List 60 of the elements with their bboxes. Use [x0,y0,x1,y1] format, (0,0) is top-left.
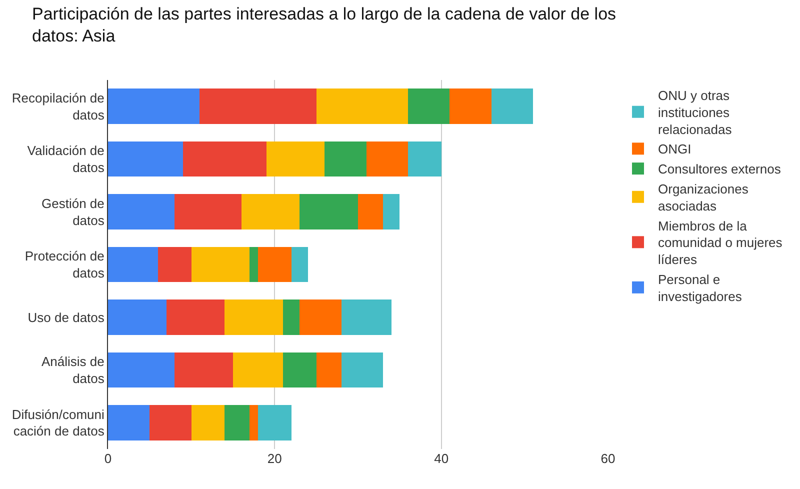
bar [250,246,258,282]
y-tick-label: Recopilación de datos [12,90,105,122]
y-tick-label: Uso de datos [28,310,105,325]
bar [224,404,250,440]
bar [341,352,383,388]
bar [108,141,183,177]
bar [158,246,192,282]
bar [108,88,200,124]
bar [224,300,283,335]
bar [183,141,266,177]
bar [241,194,300,230]
bar [300,300,342,335]
bar [383,194,400,230]
bar [233,352,283,388]
bar [358,194,383,230]
bar [150,404,192,440]
bar [174,352,233,388]
bar [283,300,300,335]
legend-label: Personal e investigadores [658,272,742,304]
bar [316,352,342,388]
y-tick-label: Gestión de datos [42,196,105,228]
bar [200,88,316,124]
legend-label: Consultores externos [658,162,782,177]
bar [266,141,325,177]
bar [258,246,292,282]
bar [324,141,366,177]
bar [491,88,533,124]
bar [450,88,492,124]
x-tick-label: 60 [600,451,616,466]
y-tick-label: Difusión/comunicación de datos [12,406,105,439]
bar [191,404,225,440]
bar [316,88,408,124]
bar [174,194,242,230]
bar [191,246,250,282]
bar [166,300,225,335]
bar [341,300,392,335]
x-tick-label: 20 [267,451,282,466]
legend-label: ONGI [658,142,692,157]
bar [108,194,175,230]
legend-label: Organizaciones asociadas [658,182,749,214]
x-tick-label: 40 [434,451,449,466]
bar [283,352,316,388]
bar [108,352,175,388]
bar [250,404,258,440]
bar [258,404,292,440]
x-tick-label: 0 [104,451,112,466]
bar [366,141,408,177]
bar [108,404,150,440]
bar [300,194,358,230]
chart-title: Participación de las partes interesadas a lo largo de la cadena de valor de los datos: Asia [32,4,616,46]
y-tick-label: Análisis de datos [42,354,105,386]
y-tick-label: Validación de datos [27,143,105,176]
bar [408,88,450,124]
bar [291,246,308,282]
bar [108,246,158,282]
y-tick-label: Protección de datos [24,248,105,280]
bar [408,141,442,177]
bar [108,300,166,335]
legend-label: Miembros de la comunidad o mujeres líderes [658,218,783,268]
legend-label: ONU y otras instituciones relacionadas [658,88,732,137]
